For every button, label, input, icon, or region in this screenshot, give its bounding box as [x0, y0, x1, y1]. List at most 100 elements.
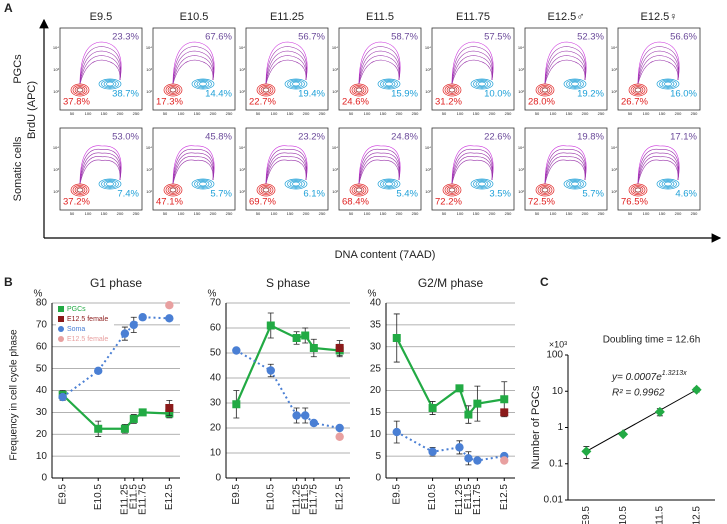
legend-bg: [56, 314, 114, 324]
purple-contour: [544, 50, 586, 85]
marker: [392, 334, 401, 342]
flow-y-tick: 10³: [518, 67, 524, 72]
annotation: Doubling time = 12.6h: [603, 335, 701, 346]
purple-contour: [637, 50, 679, 85]
red-contour: [167, 186, 179, 194]
purple-contour: [79, 159, 121, 185]
y-tick-label: 30: [210, 398, 222, 409]
blue-contour: [656, 178, 680, 190]
panel-label: C: [540, 275, 549, 289]
marker: [335, 423, 344, 433]
flow-x-tick: 250: [598, 111, 605, 116]
red-contour: [70, 83, 90, 97]
purple-contour: [79, 145, 122, 185]
blue-contour: [385, 181, 393, 187]
x-tick-label: E9.5: [57, 484, 68, 505]
y-tick-label: 10: [552, 386, 564, 397]
marker: [266, 366, 275, 375]
purple-contour: [544, 59, 586, 85]
blue-contour: [199, 181, 207, 187]
purple-contour: [358, 145, 401, 185]
flow-x-tick: 50: [349, 111, 354, 116]
marker: [94, 366, 103, 376]
y-tick-label: 40: [370, 298, 382, 309]
equation: y= 0.0007e1.3213x: [611, 370, 687, 383]
purple-contour: [172, 55, 214, 85]
purple-contour: [265, 145, 308, 185]
flow-y-tick: 10⁴: [53, 45, 59, 50]
y-tick-label: 60: [210, 323, 222, 334]
red-contour: [353, 86, 365, 94]
purple-contour: [451, 156, 493, 185]
x-tick-label: E9.5: [391, 484, 402, 505]
pct-g2m: 14.4%: [205, 89, 232, 100]
flow-y-tick: 10⁴: [332, 145, 338, 150]
purple-contour: [172, 46, 215, 85]
red-contour: [256, 183, 276, 197]
pct-s: 22.6%: [484, 132, 511, 143]
flow-x-tick: 150: [194, 111, 201, 116]
blue-contour: [568, 80, 582, 88]
flow-x-tick: 50: [535, 111, 540, 116]
marker: [266, 321, 275, 330]
flow-y-tick: 10⁴: [518, 45, 524, 50]
pct-g2m: 15.9%: [391, 89, 418, 100]
red-contour: [165, 84, 181, 96]
x-tick-label: E11.25: [291, 484, 302, 515]
marker: [232, 400, 241, 409]
blue-contour: [196, 180, 210, 188]
flow-x-tick: 150: [473, 111, 480, 116]
purple-contour: [358, 59, 400, 85]
pct-s: 19.8%: [577, 132, 604, 143]
x-tick-label: E9.5: [581, 506, 592, 524]
y-tick-label: 60: [36, 341, 48, 352]
marker: [232, 346, 241, 355]
y-tick-label: 0: [215, 473, 221, 484]
purple-contour: [79, 55, 121, 85]
legend-bg: [56, 334, 114, 344]
flow-x-tick: 50: [70, 211, 75, 216]
flow-x-tick: 200: [210, 111, 217, 116]
column-header: E9.5: [90, 11, 113, 23]
red-contour: [76, 87, 84, 93]
blue-contour: [103, 180, 117, 188]
flow-x-tick: 250: [133, 111, 140, 116]
blue-contour: [659, 179, 677, 189]
flow-x-tick: 50: [442, 211, 447, 216]
pct-g2m: 38.7%: [112, 89, 139, 100]
flow-x-tick: 150: [380, 111, 387, 116]
purple-contour: [637, 152, 679, 185]
legend-swatch: [58, 316, 64, 322]
red-contour: [349, 183, 369, 197]
x-tick-label: E10.5: [93, 484, 104, 511]
purple-contour: [172, 156, 214, 185]
flow-x-tick: 100: [550, 211, 557, 216]
flow-y-tick: 10²: [425, 89, 431, 94]
x-tick-label: E12.5: [499, 484, 510, 511]
flow-y-tick: 10⁴: [332, 45, 338, 50]
flow-x-tick: 50: [256, 111, 261, 116]
flow-x-tick: 150: [101, 111, 108, 116]
red-contour: [351, 184, 367, 196]
red-contour: [442, 83, 462, 97]
purple-contour: [451, 50, 493, 85]
pct-s: 58.7%: [391, 32, 418, 43]
marker: [138, 408, 147, 417]
red-contour: [535, 183, 555, 197]
y-tick-label: 30: [370, 341, 382, 352]
chart-title: G1 phase: [90, 276, 142, 290]
purple-contour: [79, 59, 121, 85]
flow-y-tick: 10²: [146, 89, 152, 94]
purple-contour: [79, 50, 121, 85]
pct-s: 56.6%: [670, 32, 697, 43]
blue-contour: [377, 78, 401, 90]
purple-contour: [451, 59, 493, 85]
flow-plot-frame: [431, 127, 515, 211]
flow-y-tick: 10⁴: [425, 145, 431, 150]
series-line: [395, 337, 505, 417]
purple-contour: [637, 159, 679, 185]
y-tick-label: 20: [370, 385, 382, 396]
flow-y-tick: 10³: [239, 167, 245, 172]
flow-y-tick: 10³: [239, 67, 245, 72]
y-tick-label: 0: [41, 473, 47, 484]
